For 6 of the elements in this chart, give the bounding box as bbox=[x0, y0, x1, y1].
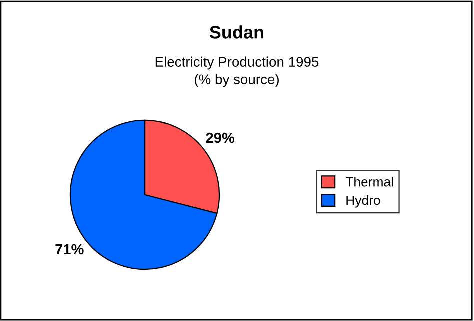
chart-title: Sudan bbox=[210, 26, 264, 39]
chart-subtitle: Electricity Production 1995 (% by source) bbox=[156, 56, 319, 88]
legend-label: Thermal bbox=[346, 177, 394, 187]
data-label: 71% bbox=[56, 244, 84, 255]
data-label: 29% bbox=[206, 132, 235, 144]
legend-label: Hydro bbox=[346, 196, 380, 208]
